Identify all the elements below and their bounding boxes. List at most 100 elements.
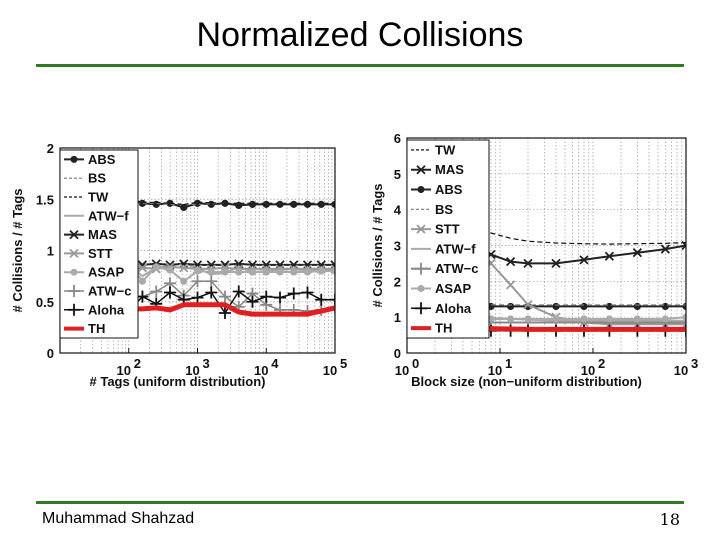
x-axis-label: Block size (non−uniform distribution): [411, 374, 642, 389]
series-aloha-point: [287, 287, 300, 300]
y-tick-label: 0: [47, 346, 54, 361]
series-asap-point: [166, 266, 174, 274]
legend-marker: [69, 248, 79, 259]
series-atw-c-point: [205, 275, 218, 288]
x-tick-exponent: 3: [691, 356, 698, 371]
legend-marker: [416, 224, 426, 234]
legend-marker: [70, 268, 78, 276]
series-mas-point: [632, 248, 643, 258]
legend-marker: [69, 229, 79, 240]
series-mas-point: [681, 240, 686, 251]
series-asap-point: [489, 315, 495, 323]
series-abs-point: [633, 302, 641, 311]
series-abs-point: [276, 200, 284, 208]
y-tick-label: 6: [394, 131, 401, 146]
series-group: [489, 230, 686, 337]
series-mas-point: [660, 244, 671, 254]
series-abs-point: [317, 200, 325, 208]
series-mas-point: [505, 256, 516, 267]
series-stt-point: [179, 263, 189, 273]
series-stt-point: [138, 263, 148, 273]
series-asap-point: [262, 268, 270, 276]
series-abs-point: [605, 302, 613, 311]
series-asap-point: [552, 315, 560, 323]
series-stt-point: [523, 299, 533, 310]
x-tick-exponent: 0: [412, 356, 419, 371]
legend-label-th: TH: [435, 321, 452, 336]
series-aloha-point: [246, 295, 259, 308]
page-number: 18: [659, 510, 680, 529]
legend-label-abs: ABS: [88, 152, 116, 167]
y-tick-label: 4: [394, 203, 402, 218]
series-abs-line: [138, 200, 335, 209]
legend-label-stt: STT: [88, 246, 113, 261]
x-tick-label: 10: [395, 363, 409, 378]
x-tick-exponent: 1: [505, 356, 512, 371]
legend-marker: [415, 262, 427, 275]
series-mas-point: [579, 255, 589, 265]
legend: ABS BS TW ATW−f MAS STT ASAP ATW−c Aloha TH: [59, 149, 139, 339]
legend-label-bs: BS: [435, 202, 453, 217]
series-mas-point: [489, 249, 496, 260]
series-abs-point: [166, 199, 174, 207]
x-tick-label: 10: [323, 363, 337, 378]
series-aloha-point: [219, 307, 232, 320]
series-asap-line: [138, 265, 335, 283]
series-mas-point: [604, 251, 615, 261]
x-tick-exponent: 4: [271, 356, 279, 371]
series-abs-point: [331, 200, 335, 208]
x-tick-label: 10: [488, 363, 502, 378]
series-abs-point: [580, 302, 588, 311]
series-aloha-point: [274, 291, 286, 304]
series-asap-point: [152, 263, 160, 271]
series-abs-point: [290, 200, 298, 208]
series-abs-point: [506, 302, 515, 311]
series-asap-point: [180, 277, 188, 285]
series-abs-point: [262, 200, 270, 208]
legend-label-th: TH: [88, 321, 105, 336]
series-asap-point: [290, 268, 298, 276]
legend-marker: [415, 302, 427, 315]
y-tick-label: 0.5: [36, 295, 54, 310]
title-divider: [36, 64, 684, 67]
series-abs-point: [193, 199, 202, 207]
footer-author: Muhammad Shahzad: [42, 510, 195, 527]
series-aloha-line: [138, 290, 335, 314]
series-asap-point: [506, 315, 515, 323]
x-tick-label: 10: [581, 363, 595, 378]
series-stt-point: [505, 280, 516, 290]
series-asap-point: [138, 277, 147, 285]
legend-label-asap: ASAP: [88, 265, 124, 280]
series-mas-point: [523, 258, 533, 269]
series-mas-line: [489, 244, 686, 265]
series-asap-point: [207, 268, 215, 276]
series-aloha-point: [205, 286, 218, 299]
series-aloha-point: [191, 291, 204, 304]
series-stt-point: [489, 258, 496, 269]
series-bs-line: [138, 202, 335, 205]
series-asap-point: [605, 315, 613, 323]
legend-label-aloha: Aloha: [435, 301, 472, 316]
series-asap-point: [524, 315, 532, 323]
y-tick-label: 5: [394, 167, 401, 182]
y-tick-label: 2: [394, 274, 401, 289]
series-atw-c-point: [191, 275, 204, 288]
legend-label-asap: ASAP: [435, 281, 471, 296]
y-tick-label: 1.5: [36, 192, 54, 207]
legend-label-mas: MAS: [88, 227, 117, 242]
legend-label-bs: BS: [88, 171, 106, 186]
series-asap-point: [221, 268, 229, 276]
series-aloha-point: [260, 290, 273, 303]
series-th-line: [489, 326, 686, 332]
series-asap-point: [193, 267, 202, 275]
legend-marker: [417, 186, 425, 193]
series-asap-point: [303, 268, 312, 276]
series-tw-line: [489, 230, 686, 245]
y-axis-label: # Collisions / # Tags: [10, 188, 25, 312]
legend-label-atw-c: ATW−c: [88, 284, 131, 299]
series-mas-point: [551, 258, 561, 269]
footer-divider: [36, 501, 684, 504]
